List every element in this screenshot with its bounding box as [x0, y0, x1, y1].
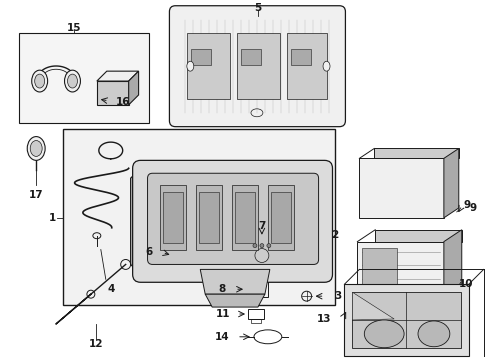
Polygon shape	[188, 256, 200, 269]
Ellipse shape	[266, 244, 270, 248]
Polygon shape	[97, 81, 128, 105]
Text: 12: 12	[88, 339, 103, 349]
Polygon shape	[443, 230, 461, 301]
Ellipse shape	[35, 74, 44, 88]
Polygon shape	[128, 71, 138, 105]
Polygon shape	[374, 230, 461, 242]
Text: 13: 13	[316, 314, 331, 324]
Ellipse shape	[417, 321, 449, 347]
Polygon shape	[237, 33, 279, 99]
Text: 6: 6	[144, 247, 152, 257]
FancyBboxPatch shape	[169, 6, 345, 127]
Text: 14: 14	[214, 332, 229, 342]
Polygon shape	[352, 292, 393, 320]
Bar	[19, 33, 148, 123]
Polygon shape	[362, 248, 396, 287]
Polygon shape	[175, 256, 184, 269]
Text: 17: 17	[29, 190, 43, 200]
Text: 5: 5	[254, 3, 261, 13]
Text: 11: 11	[215, 309, 230, 319]
Polygon shape	[290, 49, 310, 65]
Ellipse shape	[323, 61, 329, 71]
Polygon shape	[97, 71, 138, 81]
Polygon shape	[235, 192, 254, 243]
Polygon shape	[163, 192, 183, 243]
Polygon shape	[357, 242, 443, 301]
Polygon shape	[286, 33, 326, 99]
Polygon shape	[270, 192, 290, 243]
Polygon shape	[352, 292, 460, 348]
Ellipse shape	[364, 320, 403, 348]
Polygon shape	[443, 148, 458, 218]
FancyBboxPatch shape	[147, 173, 318, 265]
Text: 16: 16	[115, 97, 130, 107]
Polygon shape	[187, 33, 230, 99]
Ellipse shape	[32, 70, 47, 92]
Ellipse shape	[27, 136, 45, 160]
Ellipse shape	[186, 61, 193, 71]
Polygon shape	[267, 185, 293, 249]
Text: 3: 3	[333, 291, 341, 301]
Text: 7: 7	[258, 221, 265, 231]
Polygon shape	[205, 294, 264, 307]
Bar	[63, 129, 335, 305]
Polygon shape	[191, 49, 211, 65]
Polygon shape	[196, 185, 222, 249]
Text: 10: 10	[458, 279, 473, 289]
Polygon shape	[373, 148, 458, 158]
Polygon shape	[130, 168, 329, 274]
Ellipse shape	[64, 70, 80, 92]
Text: 4: 4	[107, 284, 114, 294]
Polygon shape	[172, 244, 204, 281]
Text: 8: 8	[218, 284, 225, 294]
Polygon shape	[200, 269, 269, 294]
Ellipse shape	[30, 140, 42, 156]
Polygon shape	[344, 284, 468, 356]
Ellipse shape	[260, 244, 264, 248]
Ellipse shape	[67, 74, 77, 88]
Polygon shape	[359, 158, 443, 218]
Polygon shape	[232, 185, 257, 249]
Polygon shape	[199, 192, 219, 243]
FancyBboxPatch shape	[132, 160, 332, 282]
Polygon shape	[160, 185, 186, 249]
Text: 9: 9	[463, 200, 470, 210]
Polygon shape	[241, 49, 261, 65]
Text: 15: 15	[66, 23, 81, 32]
Ellipse shape	[252, 244, 256, 248]
Ellipse shape	[254, 249, 268, 262]
Text: 2: 2	[331, 230, 338, 240]
Text: 1: 1	[49, 213, 56, 223]
Text: 9: 9	[468, 203, 476, 213]
Polygon shape	[247, 238, 275, 267]
